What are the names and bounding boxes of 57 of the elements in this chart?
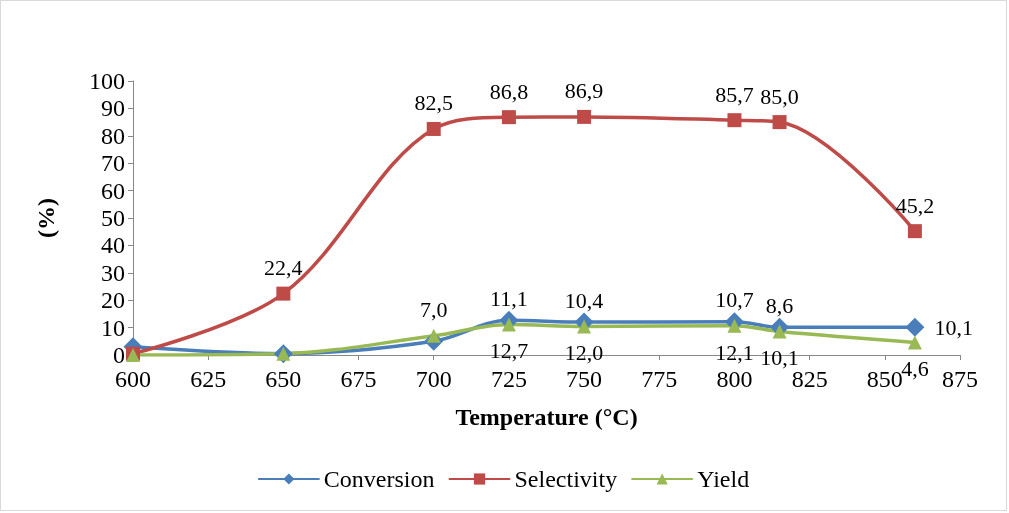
y-tick-label: 0 bbox=[113, 342, 125, 368]
x-tick-label: 650 bbox=[265, 366, 302, 392]
point bbox=[772, 324, 787, 339]
point bbox=[577, 319, 592, 334]
x-tick-label: 625 bbox=[190, 366, 227, 392]
data-label: 12,7 bbox=[489, 338, 529, 364]
x-tick-label: 675 bbox=[340, 366, 377, 392]
x-tick-label: 775 bbox=[641, 366, 678, 392]
data-label: 10,7 bbox=[715, 287, 754, 313]
y-tick-label: 10 bbox=[101, 314, 125, 341]
y-tick-label: 70 bbox=[101, 150, 125, 177]
y-tick-label: 30 bbox=[101, 259, 125, 286]
point bbox=[905, 317, 925, 337]
data-label: 45,2 bbox=[895, 192, 935, 218]
data-label: 85,0 bbox=[760, 83, 799, 109]
x-axis-title: Temperature (°C) bbox=[455, 404, 638, 430]
x-tick-label: 700 bbox=[415, 366, 452, 392]
point bbox=[727, 318, 742, 333]
y-tick-label: 80 bbox=[101, 122, 125, 149]
x-tick-label: 875 bbox=[942, 366, 978, 392]
data-label: 10,4 bbox=[564, 288, 604, 313]
x-tick-label: 725 bbox=[490, 366, 527, 392]
data-label: 22,4 bbox=[264, 255, 303, 281]
data-label: 86,8 bbox=[489, 78, 529, 104]
data-label: 12,1 bbox=[715, 339, 754, 365]
point bbox=[577, 109, 592, 124]
point bbox=[907, 224, 922, 239]
point bbox=[276, 286, 291, 301]
x-tick-label: 600 bbox=[115, 366, 151, 392]
data-label: 8,6 bbox=[765, 292, 794, 318]
legend-label: Yield bbox=[697, 466, 750, 492]
data-label: 82,5 bbox=[414, 90, 453, 116]
y-tick-label: 20 bbox=[101, 287, 125, 314]
y-tick-label: 100 bbox=[89, 68, 125, 94]
point bbox=[727, 113, 742, 128]
y-tick-label: 90 bbox=[101, 95, 125, 122]
x-tick-label: 850 bbox=[866, 366, 903, 392]
y-axis-title: (%) bbox=[33, 198, 59, 238]
data-label: 10,1 bbox=[934, 314, 973, 340]
point bbox=[501, 317, 516, 332]
data-label: 7,0 bbox=[419, 297, 448, 323]
data-label: 4,6 bbox=[901, 355, 929, 381]
point bbox=[772, 115, 787, 130]
y-tick-label: 50 bbox=[101, 205, 125, 231]
y-tick-label: 60 bbox=[101, 177, 125, 204]
x-tick-label: 800 bbox=[716, 366, 753, 392]
point bbox=[907, 335, 922, 350]
y-tick-label: 40 bbox=[101, 232, 125, 259]
point bbox=[501, 110, 516, 125]
data-label: 85,7 bbox=[715, 81, 754, 107]
x-tick-label: 750 bbox=[566, 366, 603, 392]
data-label: 11,1 bbox=[490, 286, 528, 312]
legend-label: Selectivity bbox=[514, 466, 618, 492]
point bbox=[426, 121, 441, 136]
data-label: 86,9 bbox=[564, 78, 604, 104]
legend-label: Conversion bbox=[323, 466, 435, 492]
data-label: 12,0 bbox=[564, 340, 604, 366]
